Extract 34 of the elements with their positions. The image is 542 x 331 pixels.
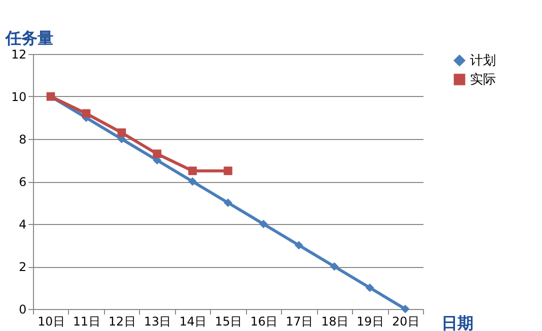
point bbox=[330, 262, 339, 271]
legend-label: 计划 bbox=[470, 54, 496, 68]
y-tick-label: 10 bbox=[11, 90, 26, 104]
point bbox=[401, 304, 410, 314]
x-tick-label: 18日 bbox=[321, 314, 349, 328]
point bbox=[82, 109, 90, 118]
legend-label: 实际 bbox=[470, 72, 496, 88]
y-tick-label: 8 bbox=[18, 132, 26, 146]
point bbox=[259, 220, 268, 228]
point bbox=[152, 150, 162, 158]
x-tick-label: 11日 bbox=[73, 314, 100, 328]
y-tick-label: 0 bbox=[18, 302, 26, 316]
x-tick-label: 19日 bbox=[356, 314, 384, 328]
point bbox=[294, 241, 304, 250]
x-tick-label: 10日 bbox=[38, 314, 65, 328]
point bbox=[188, 177, 197, 186]
x-axis-title: 日期 bbox=[442, 314, 474, 331]
y-axis-title: 任务量 bbox=[4, 28, 54, 48]
y-tick-label: 4 bbox=[18, 218, 26, 232]
x-tick-label: 14日 bbox=[179, 314, 207, 328]
y-tick-label: 12 bbox=[11, 48, 26, 62]
x-tick-label: 15日 bbox=[214, 314, 242, 328]
y-tick-label: 2 bbox=[18, 260, 26, 274]
point bbox=[188, 166, 197, 176]
x-tick-label: 17日 bbox=[286, 314, 314, 328]
x-tick-label: 16日 bbox=[250, 314, 278, 328]
x-tick-label: 20日 bbox=[392, 314, 420, 328]
x-tick-label: 13日 bbox=[144, 314, 172, 328]
y-tick-label: 6 bbox=[18, 175, 26, 189]
point bbox=[224, 198, 232, 207]
point bbox=[117, 128, 126, 137]
x-tick-label: 12日 bbox=[108, 314, 136, 328]
point bbox=[224, 166, 232, 176]
point bbox=[366, 284, 374, 292]
